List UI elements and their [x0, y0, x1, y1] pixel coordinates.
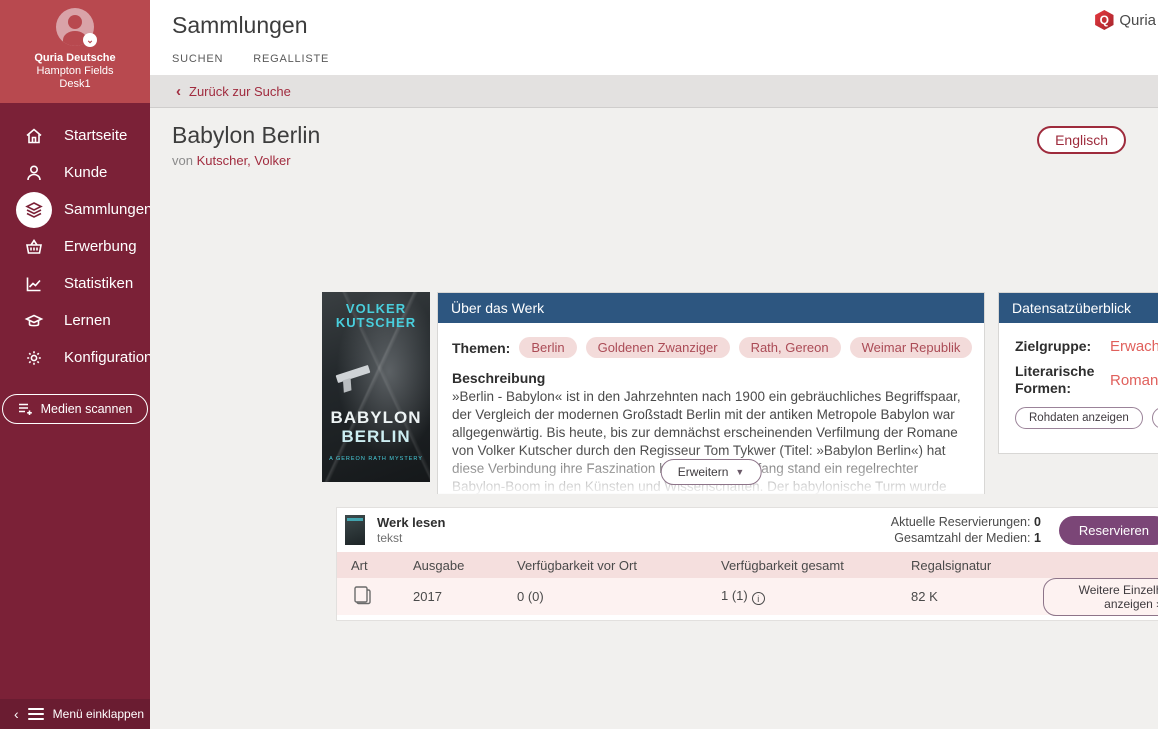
- table-row: 2017 0 (0) 1 (1)i 82 K Weitere Einzelhei…: [337, 577, 1158, 616]
- person-icon: [16, 155, 52, 191]
- info-icon[interactable]: i: [751, 592, 765, 605]
- book-cover-image: VOLKER KUTSCHER BABYLON BERLIN A GEREON …: [322, 292, 430, 482]
- avatar[interactable]: ⌄: [56, 8, 97, 47]
- manifestation-subtitle: tekst: [377, 531, 403, 545]
- sidebar-item-startseite[interactable]: Startseite: [0, 117, 150, 154]
- account-name: Quria Deutsche: [34, 52, 116, 64]
- layers-icon: [16, 191, 52, 228]
- content-area: Babylon Berlin von Kutscher, Volker Engl…: [150, 109, 1158, 729]
- topic-chip[interactable]: Rath, Gereon: [738, 337, 841, 358]
- tab-suchen[interactable]: SUCHEN: [172, 53, 224, 65]
- topic-chip[interactable]: Goldenen Zwanziger: [585, 337, 730, 358]
- quria-logo-text: Quria: [1119, 11, 1156, 29]
- sidebar-item-lernen[interactable]: Lernen: [0, 302, 150, 339]
- cover-art: [335, 364, 371, 384]
- sidebar-item-kunde[interactable]: Kunde: [0, 154, 150, 191]
- add-list-icon: [18, 403, 32, 415]
- account-branch: Hampton Fields: [36, 65, 114, 77]
- language-button[interactable]: Englisch: [1037, 126, 1126, 154]
- quria-logo-icon: Q: [1095, 10, 1114, 30]
- collapse-menu-button[interactable]: ‹ Menü einklappen: [0, 699, 150, 729]
- tab-regalliste[interactable]: REGALLISTE: [253, 53, 330, 65]
- chevron-down-icon: ▼: [735, 467, 745, 477]
- record-overview-title: Datensatzüberblick: [999, 293, 1158, 323]
- about-work-panel: Über das Werk Themen: Berlin Goldenen Zw…: [437, 292, 985, 494]
- main-header: Sammlungen SUCHEN REGALLISTE Q Quria: [150, 0, 1158, 75]
- literarische-formen-value[interactable]: Roman, Fiktion: [1110, 371, 1158, 389]
- field-zielgruppe: Zielgruppe: Erwachsene: [1015, 338, 1158, 355]
- sidebar-item-sammlungen[interactable]: Sammlungen: [0, 191, 152, 228]
- header-tabs: SUCHEN REGALLISTE: [172, 53, 1158, 71]
- sidebar-item-konfiguration[interactable]: Konfiguration: [0, 339, 152, 376]
- menu-icon: [27, 705, 44, 723]
- media-count: 1: [1033, 531, 1041, 545]
- cell-verfuegbarkeit-gesamt: 1 (1) i: [721, 588, 911, 605]
- about-work-panel-title: Über das Werk: [438, 293, 984, 323]
- back-to-search-link[interactable]: ‹ Zurück zur Suche: [176, 82, 291, 100]
- page-title: Sammlungen: [172, 12, 308, 38]
- gear-icon: [16, 340, 52, 376]
- quria-logo: Q Quria: [1094, 10, 1156, 30]
- sidebar-item-erwerbung[interactable]: Erwerbung: [0, 228, 150, 265]
- breadcrumb: ‹ Zurück zur Suche: [150, 75, 1158, 108]
- expand-button[interactable]: Erweitern ▼: [660, 459, 762, 485]
- sidebar-nav: Startseite Kunde Sammlungen Erwerbung St…: [0, 117, 152, 699]
- basket-icon: [16, 229, 52, 265]
- account-desk: Desk1: [59, 78, 91, 90]
- author-link[interactable]: Kutscher, Volker: [196, 153, 291, 168]
- chevron-down-icon: ⌄: [83, 33, 97, 47]
- home-icon: [16, 118, 52, 154]
- cell-ausgabe: 2017: [413, 589, 442, 604]
- description-label: Beschreibung: [452, 370, 546, 386]
- zielgruppe-value[interactable]: Erwachsene: [1110, 338, 1158, 355]
- table-header: Art Ausgabe Verfügbarkeit vor Ort Verfüg…: [337, 552, 1158, 578]
- topic-chip[interactable]: Berlin: [519, 337, 577, 358]
- line-chart-icon: [16, 266, 52, 302]
- chevron-left-icon: ‹: [176, 82, 181, 100]
- cell-regalsignatur: 82 K: [911, 589, 938, 604]
- show-more-details-button[interactable]: Weitere Einzelheiten anzeigen »: [1043, 577, 1158, 616]
- manifestation-stats: Aktuelle Reservierungen: 0 Gesamtzahl de…: [890, 515, 1041, 545]
- sidebar-item-statistiken[interactable]: Statistiken: [0, 265, 150, 302]
- manifestation-card: Werk lesen tekst Aktuelle Reservierungen…: [336, 507, 1158, 621]
- manifestation-thumbnail: [345, 515, 365, 545]
- account-header[interactable]: ⌄ Quria Deutsche Hampton Fields Desk1: [0, 0, 150, 103]
- edit-work-button[interactable]: Werk bearbeiten: [1151, 407, 1158, 429]
- chevron-left-icon: ‹: [14, 706, 19, 722]
- record-overview-panel: Datensatzüberblick Zielgruppe: Erwachsen…: [998, 292, 1158, 454]
- topic-chip[interactable]: Weimar Republik: [849, 337, 973, 358]
- field-literarische-formen: Literarische Formen: Roman, Fiktion: [1015, 363, 1158, 397]
- scan-media-button[interactable]: Medien scannen: [1, 394, 149, 424]
- reserve-button[interactable]: Reservieren: [1058, 515, 1158, 545]
- manifestation-title: Werk lesen: [377, 515, 446, 530]
- work-byline: von Kutscher, Volker: [172, 153, 291, 168]
- work-title: Babylon Berlin: [172, 122, 321, 148]
- topics-label: Themen:: [452, 339, 511, 356]
- cell-verfuegbarkeit-vor-ort: 0 (0): [517, 589, 544, 604]
- sidebar: ⌄ Quria Deutsche Hampton Fields Desk1 St…: [0, 0, 152, 729]
- book-type-icon: [337, 584, 413, 609]
- show-raw-data-button[interactable]: Rohdaten anzeigen: [1015, 407, 1143, 429]
- user-avatar-icon: [56, 8, 94, 46]
- graduation-cap-icon: [16, 303, 52, 339]
- reservations-count: 0: [1033, 515, 1041, 529]
